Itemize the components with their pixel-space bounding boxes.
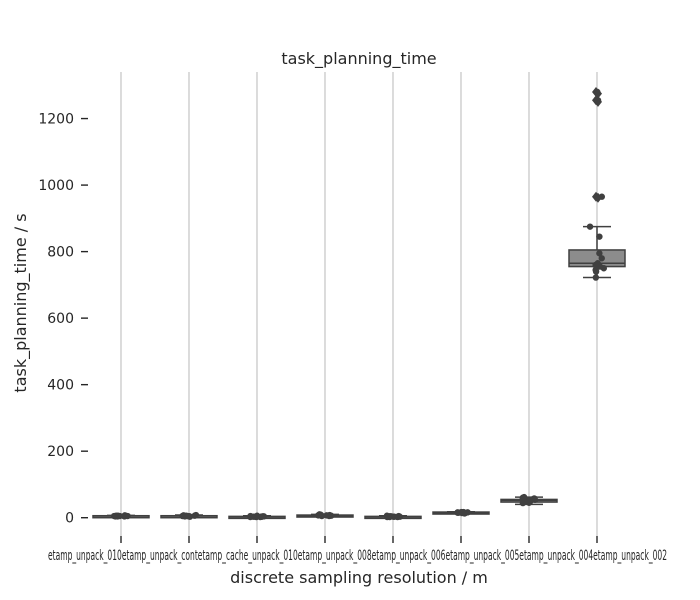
box-group	[364, 512, 422, 521]
box-group	[500, 493, 558, 507]
data-point	[592, 268, 600, 275]
y-tick-label: 800	[47, 245, 74, 261]
data-point	[586, 223, 594, 230]
y-tick-label: 1000	[38, 178, 74, 194]
data-point	[527, 496, 535, 504]
data-point	[594, 97, 602, 104]
box-group	[92, 512, 150, 520]
y-tick-label: 400	[47, 378, 74, 394]
data-point	[596, 250, 603, 257]
data-point	[260, 513, 268, 520]
x-axis-label: discrete sampling resolution / m	[230, 568, 488, 587]
data-point	[592, 274, 600, 281]
grid	[120, 72, 598, 536]
data-point	[600, 265, 608, 272]
y-tick-label: 0	[65, 511, 74, 527]
boxes	[92, 86, 626, 521]
x-tick-labels: etamp_unpack_010etamp_unpack_contetamp_c…	[48, 548, 667, 564]
box-group	[296, 511, 354, 520]
y-axis-label: task_planning_time / s	[11, 213, 31, 392]
y-tick-label: 1200	[38, 112, 74, 128]
data-point	[598, 193, 606, 200]
data-point	[598, 255, 605, 262]
chart-title: task_planning_time	[281, 49, 436, 69]
y-axis: 0 200 400 600 800 1000 1200	[38, 112, 88, 527]
data-point	[186, 513, 193, 520]
data-point	[121, 512, 129, 519]
data-point	[520, 493, 528, 501]
data-point	[326, 511, 333, 519]
data-point	[317, 512, 325, 519]
data-point	[519, 499, 527, 507]
box-group	[160, 511, 218, 520]
box-group	[568, 86, 626, 281]
y-tick-label: 200	[47, 444, 74, 460]
y-tick-label: 600	[47, 311, 74, 327]
data-point	[114, 513, 121, 520]
data-point	[386, 513, 394, 520]
data-point	[454, 509, 461, 516]
x-axis: etamp_unpack_010etamp_unpack_contetamp_c…	[48, 536, 667, 564]
data-point	[192, 511, 200, 519]
data-point	[594, 88, 601, 96]
data-point	[596, 233, 603, 240]
box-group	[432, 508, 490, 517]
box-group	[228, 512, 286, 521]
data-point	[396, 513, 404, 520]
